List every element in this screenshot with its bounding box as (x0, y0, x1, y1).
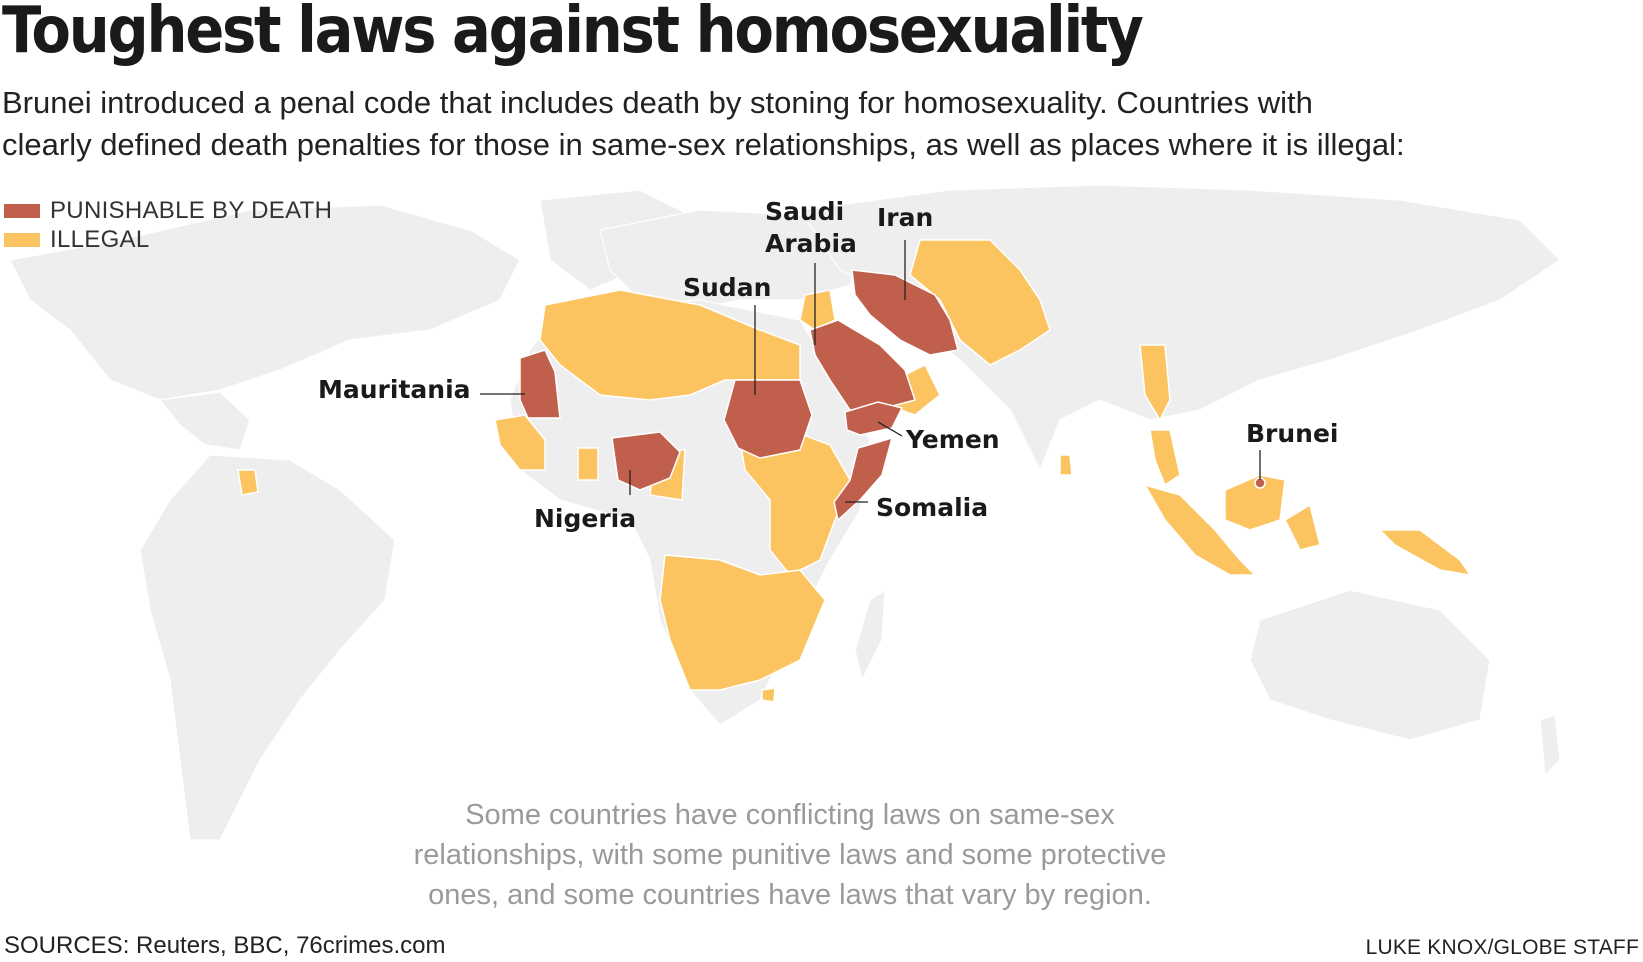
southern-africa-illegal (659, 554, 826, 691)
yemen-shape (844, 401, 904, 436)
sources-text: SOURCES: Reuters, BBC, 76crimes.com (4, 932, 446, 959)
country-labels: Saudi Arabia Iran Sudan Mauritania Yemen… (318, 197, 1339, 533)
sri-lanka-illegal (1059, 454, 1073, 476)
footnote-line: Some countries have conflicting laws on … (465, 799, 1115, 831)
label-saudi-arabia-line1: Saudi (765, 197, 844, 226)
label-sudan: Sudan (683, 273, 771, 302)
subtitle-line: clearly defined death penalties for thos… (2, 127, 1405, 162)
subtitle-line: Brunei introduced a penal code that incl… (2, 85, 1313, 120)
north-africa-illegal (539, 289, 801, 401)
label-mauritania: Mauritania (318, 375, 471, 404)
australia-land (1249, 589, 1491, 741)
label-somalia: Somalia (876, 493, 988, 522)
eswatini-illegal (761, 687, 776, 703)
legend-swatch-death (4, 203, 40, 218)
somalia-shape (833, 436, 894, 522)
indonesia-west-illegal (1143, 483, 1257, 576)
indonesia-east-illegal (1284, 503, 1472, 577)
guyana-illegal (237, 469, 259, 496)
label-saudi-arabia-line2: Arabia (765, 229, 857, 258)
leader-lines (480, 240, 1261, 503)
west-africa-coast-illegal (494, 414, 546, 471)
central-america-land (158, 391, 251, 451)
label-iran: Iran (877, 203, 933, 232)
death-countries (519, 269, 1266, 522)
south-america-land (139, 454, 396, 841)
legend-swatch-illegal (4, 232, 40, 247)
madagascar-land (854, 588, 886, 682)
myanmar-illegal (1139, 344, 1171, 422)
legend-label-death: PUNISHABLE BY DEATH (50, 196, 333, 224)
europe-land (599, 209, 861, 311)
illegal-countries (237, 239, 1472, 703)
label-nigeria: Nigeria (534, 504, 636, 533)
legend: PUNISHABLE BY DEATH ILLEGAL (4, 196, 332, 254)
sudan-shape (723, 379, 813, 459)
iran-shape (851, 269, 959, 356)
north-america-land (9, 204, 521, 401)
page-title: Toughest laws against homosexuality (2, 0, 1144, 68)
label-brunei: Brunei (1246, 419, 1339, 448)
footnote-line: relationships, with some punitive laws a… (413, 839, 1167, 871)
ghana-togo-illegal (577, 447, 599, 481)
mauritania-shape (519, 349, 561, 419)
label-yemen: Yemen (905, 425, 1000, 454)
credit-text: LUKE KNOX/GLOBE STAFF (1365, 936, 1639, 959)
subtitle: Brunei introduced a penal code that incl… (2, 82, 1642, 166)
footnote-line: ones, and some countries have laws that … (428, 879, 1152, 911)
new-zealand-land (1539, 714, 1561, 777)
yemen-leader (877, 421, 903, 437)
east-africa-illegal (739, 429, 851, 576)
legend-label-illegal: ILLEGAL (50, 225, 150, 253)
malaysia-illegal (1149, 429, 1181, 487)
legend-item-death: PUNISHABLE BY DEATH (4, 196, 332, 225)
footnote: Some countries have conflicting laws on … (330, 795, 1250, 915)
legend-item-illegal: ILLEGAL (4, 225, 332, 254)
nigeria-shape (611, 431, 681, 491)
